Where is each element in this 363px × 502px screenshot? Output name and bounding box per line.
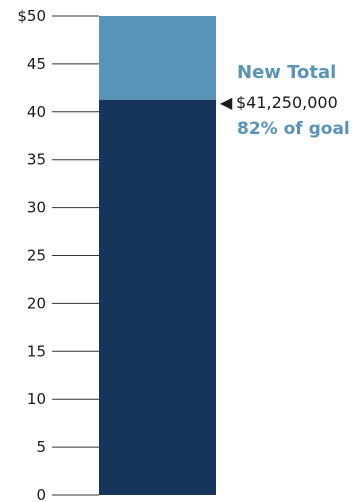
- y-axis: 0 5 10 15 20 25 30 35 40 45 $50: [17, 7, 99, 502]
- y-tick-label: 40: [27, 103, 46, 121]
- y-tick-label: 25: [27, 247, 46, 265]
- y-tick-label: 35: [27, 151, 46, 169]
- y-tick-label: 10: [27, 390, 46, 408]
- annotation-percent: 82% of goal: [237, 119, 350, 139]
- y-tick-label: 15: [27, 342, 46, 360]
- annotation-title: New Total: [237, 62, 336, 83]
- y-tick-label: 30: [27, 199, 46, 217]
- y-tick-label: 20: [27, 294, 46, 312]
- annotation-marker: ◀: [220, 93, 233, 112]
- total-annotation: New Total ◀ $41,250,000 82% of goal: [220, 62, 350, 139]
- y-tick-label: 0: [36, 486, 46, 502]
- bar-remaining-segment: [99, 16, 216, 100]
- y-tick-label: 5: [36, 438, 46, 456]
- y-tick-label: $50: [17, 7, 46, 25]
- y-tick-label: 45: [27, 55, 46, 73]
- annotation-value: $41,250,000: [236, 93, 338, 112]
- bar-stack: [99, 16, 216, 495]
- bar-raised-segment: [99, 99, 216, 495]
